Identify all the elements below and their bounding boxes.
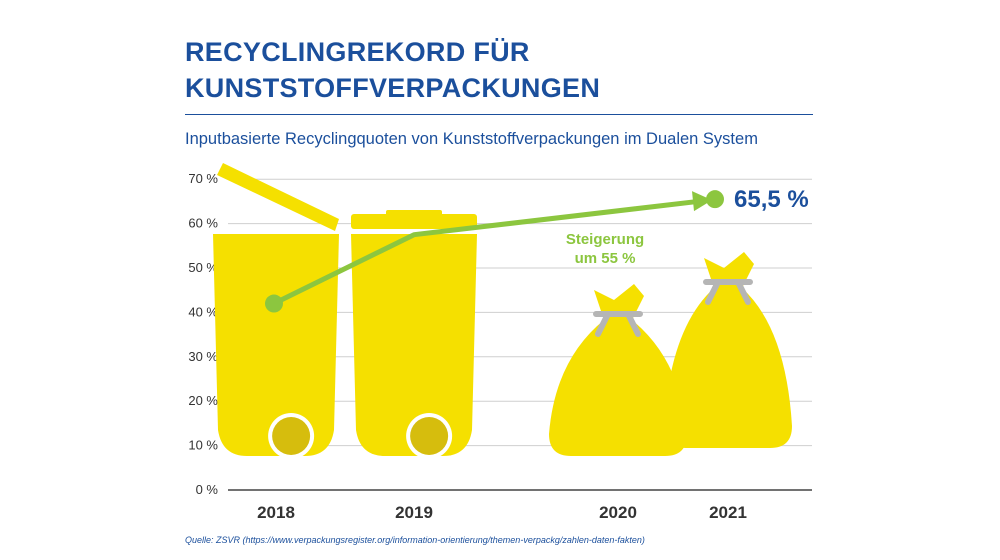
waste-bag-pictogram [664, 252, 792, 448]
bin-wheel [410, 417, 449, 455]
bin-lid-handle [386, 210, 442, 216]
trend-series [265, 190, 724, 313]
y-tick-label: 0 % [196, 482, 219, 497]
waste-bag-pictogram [549, 284, 687, 456]
chart-title: Recyclingrekord für Kunststoffverpackung… [185, 34, 825, 106]
y-tick-label: 30 % [188, 349, 218, 364]
bin-body [351, 234, 477, 456]
start-point-marker [265, 294, 283, 313]
y-tick-label: 50 % [188, 260, 218, 275]
bag-tie [593, 311, 643, 337]
trend-arrowhead [692, 191, 712, 212]
end-point-marker [706, 190, 724, 209]
chart-subtitle: Inputbasierte Recyclingquoten von Kunsts… [185, 130, 758, 148]
x-category-label: 2021 [709, 503, 747, 522]
x-category-label: 2020 [599, 503, 637, 522]
trend-line [272, 198, 701, 306]
x-axis-categories: 2018 2019 2020 2021 [257, 503, 747, 522]
y-axis-ticks: 0 % 10 % 20 % 30 % 40 % 50 % 60 % 70 % [188, 171, 218, 497]
y-tick-label: 40 % [188, 304, 218, 319]
waste-bin-pictogram [351, 210, 477, 459]
bag-body [549, 320, 687, 456]
pictograms [213, 163, 792, 459]
title-divider [185, 114, 813, 115]
title-line-2: Kunststoffverpackungen [185, 73, 601, 103]
x-category-label: 2019 [395, 503, 433, 522]
y-tick-label: 70 % [188, 171, 218, 186]
bin-wheel [272, 417, 311, 455]
x-category-label: 2018 [257, 503, 295, 522]
y-tick-label: 20 % [188, 393, 218, 408]
bag-tie [703, 279, 753, 305]
y-tick-label: 10 % [188, 438, 218, 453]
bin-lid [351, 214, 477, 229]
source-note: Quelle: ZSVR (https://www.verpackungsreg… [185, 535, 645, 545]
title-line-1: Recyclingrekord für [185, 37, 530, 67]
annotation-line-2: um 55 % [575, 250, 636, 267]
end-value-label: 65,5 % [734, 186, 809, 213]
bin-lid-open [217, 163, 339, 231]
bag-body [664, 288, 792, 448]
y-tick-label: 60 % [188, 216, 218, 231]
annotation-line-1: Steigerung [566, 231, 644, 248]
